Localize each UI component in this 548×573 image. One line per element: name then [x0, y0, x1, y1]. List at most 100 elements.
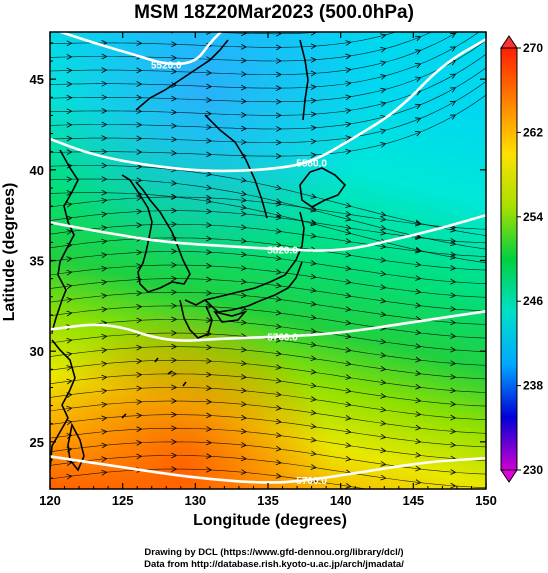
colorbar-min-arrow — [500, 469, 518, 483]
wind-arrowhead — [206, 290, 212, 296]
streamline — [50, 359, 486, 393]
wind-arrowhead — [380, 338, 386, 345]
wind-arrowhead — [380, 474, 386, 481]
wind-arrowhead — [415, 275, 421, 281]
wind-arrowhead — [449, 73, 456, 79]
wind-arrowhead — [240, 197, 247, 203]
wind-arrowhead — [171, 150, 177, 156]
wind-arrowhead — [345, 32, 352, 33]
wind-arrowhead — [415, 452, 421, 458]
wind-arrowhead — [205, 198, 212, 204]
wind-arrowhead — [206, 466, 212, 473]
wind-arrowhead — [240, 387, 247, 394]
wind-arrowhead — [136, 121, 142, 128]
wind-arrowhead — [310, 43, 317, 50]
wind-arrowhead — [380, 420, 386, 426]
wind-arrowhead — [275, 350, 282, 357]
wind-arrowhead — [450, 482, 456, 489]
wind-arrowhead — [240, 319, 247, 326]
colorbar-tick-label: 262 — [523, 125, 543, 139]
wind-arrowhead — [275, 309, 282, 316]
wind-arrowhead — [275, 85, 282, 91]
wind-arrowhead — [275, 391, 282, 398]
wind-arrowhead — [206, 151, 212, 158]
wind-arrowhead — [415, 7, 421, 13]
wind-arrowhead — [310, 287, 317, 294]
wind-arrowhead — [206, 398, 212, 405]
wind-arrowhead — [380, 46, 386, 53]
wind-arrowhead — [380, 433, 386, 440]
wind-arrowhead — [345, 224, 352, 231]
wind-arrowhead — [275, 405, 282, 411]
wind-arrowhead — [101, 442, 107, 449]
wind-arrowhead — [206, 69, 212, 76]
wind-arrowhead — [240, 210, 247, 217]
wind-arrowhead — [240, 71, 247, 77]
wind-arrowhead — [275, 71, 282, 78]
x-tick-label: 135 — [257, 493, 279, 508]
wind-arrowhead — [275, 296, 282, 302]
streamline — [50, 427, 486, 461]
wind-arrowhead — [449, 87, 456, 93]
wind-arrowhead — [275, 184, 282, 191]
wind-arrowhead — [240, 98, 247, 105]
streamline — [50, 332, 486, 366]
wind-arrowhead — [345, 211, 352, 217]
wind-arrowhead — [66, 201, 73, 208]
y-tick-label: 35 — [30, 254, 44, 269]
wind-arrowhead — [450, 441, 456, 448]
wind-arrowhead — [450, 265, 456, 271]
wind-arrowhead — [414, 131, 421, 137]
wind-arrowhead — [206, 385, 212, 392]
streamline — [50, 346, 486, 380]
colorbar-max-arrow — [500, 35, 518, 49]
wind-arrowhead — [450, 240, 456, 247]
wind-arrowhead — [345, 202, 352, 208]
wind-arrowhead — [345, 374, 352, 380]
wind-arrowhead — [310, 219, 317, 226]
wind-arrowhead — [345, 428, 352, 435]
wind-arrowhead — [310, 314, 317, 321]
wind-arrowhead — [380, 393, 386, 399]
wind-arrowhead — [136, 385, 142, 392]
wind-arrowhead — [101, 401, 107, 408]
wind-arrowhead — [415, 302, 421, 309]
wind-arrowhead — [310, 396, 317, 402]
wind-arrowhead — [414, 117, 421, 123]
streamline — [50, 32, 480, 89]
wind-arrowhead — [310, 232, 317, 239]
wind-arrowhead — [414, 49, 421, 55]
streamline — [50, 468, 369, 489]
wind-arrowhead — [380, 311, 386, 318]
wind-arrowhead — [275, 418, 282, 425]
wind-arrowhead — [310, 423, 317, 430]
wind-arrowhead — [206, 262, 212, 269]
wind-arrowhead — [171, 248, 177, 255]
streamline — [50, 210, 486, 244]
wind-arrowhead — [345, 215, 352, 222]
wind-arrowhead — [450, 401, 456, 407]
wind-arrowhead — [66, 392, 73, 398]
wind-arrowhead — [345, 442, 352, 448]
wind-arrowhead — [275, 445, 282, 452]
wind-arrowhead — [345, 80, 352, 87]
wind-arrowhead — [206, 235, 212, 242]
wind-arrowhead — [101, 238, 107, 245]
wind-arrowhead — [101, 374, 107, 381]
wind-arrowhead — [66, 351, 73, 358]
wind-arrowhead — [345, 415, 352, 421]
wind-arrowhead — [240, 414, 247, 421]
wind-arrowhead — [380, 284, 386, 290]
x-axis-ticks: 120 125 130 135 140 145 150 — [39, 32, 497, 508]
wind-arrowhead — [240, 360, 247, 367]
wind-arrowhead — [414, 76, 421, 82]
wind-arrowhead — [66, 67, 72, 74]
wind-arrowhead — [206, 439, 212, 446]
wind-arrowhead — [136, 135, 142, 142]
wind-arrowhead — [66, 54, 72, 60]
wind-arrowhead — [171, 343, 177, 350]
wind-arrowhead — [450, 292, 456, 299]
wind-arrowhead — [171, 330, 177, 336]
wind-arrowhead — [240, 455, 247, 462]
wind-arrowhead — [275, 112, 282, 119]
